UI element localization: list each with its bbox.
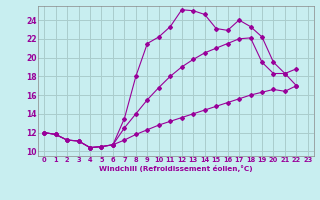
X-axis label: Windchill (Refroidissement éolien,°C): Windchill (Refroidissement éolien,°C) xyxy=(99,165,253,172)
